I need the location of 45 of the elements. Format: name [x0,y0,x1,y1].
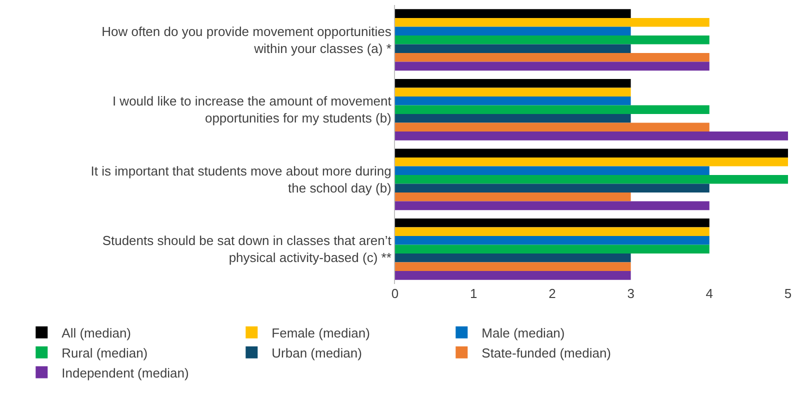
bar [395,78,631,88]
bar [395,53,710,62]
y-tick-label: Students should be sat down in classes that aren’t physical activity-based (c) ** [102,233,392,266]
legend-label: Female (median) [272,326,370,340]
legend-label: Rural (median) [62,345,148,360]
bar [395,148,788,158]
x-tick-label: 4 [706,286,714,301]
bar [395,62,710,71]
bar [395,271,631,280]
x-tick-label: 3 [627,286,634,301]
x-tick-label: 0 [391,286,399,301]
bar [395,227,710,236]
legend-label: Urban (median) [272,345,362,360]
bar [395,218,710,228]
bar [395,132,788,140]
bar [395,192,631,202]
bar [395,244,710,254]
bar [395,9,631,18]
x-tick-label: 5 [784,286,792,301]
x-tick-label: 2 [548,286,556,301]
bar [395,254,631,262]
bar [395,105,710,114]
bar [395,236,710,245]
legend-label: Male (median) [482,326,565,340]
legend-label: State-funded (median) [482,345,612,360]
bar [395,96,631,106]
legend-label: All (median) [62,326,132,340]
bar [395,44,631,54]
bar [395,174,788,184]
bar [395,88,631,96]
bar [395,122,710,132]
bar [395,201,710,210]
bar [395,18,710,27]
legend-label: Independent (median) [62,365,189,380]
bar [395,166,710,175]
bar [395,35,710,44]
bar [395,114,631,123]
y-tick-label: It is important that students move about more during the school day (b) [90,163,392,196]
bar [395,26,631,36]
y-tick-label: How often do you provide movement opportunities within your classes (a) * [102,24,392,56]
x-tick-label: 1 [470,286,478,301]
bar [395,157,788,166]
bar [395,184,710,193]
y-tick-label: I would like to increase the amount of movement opportunities for my students (b) [112,94,392,126]
bar [395,262,631,272]
